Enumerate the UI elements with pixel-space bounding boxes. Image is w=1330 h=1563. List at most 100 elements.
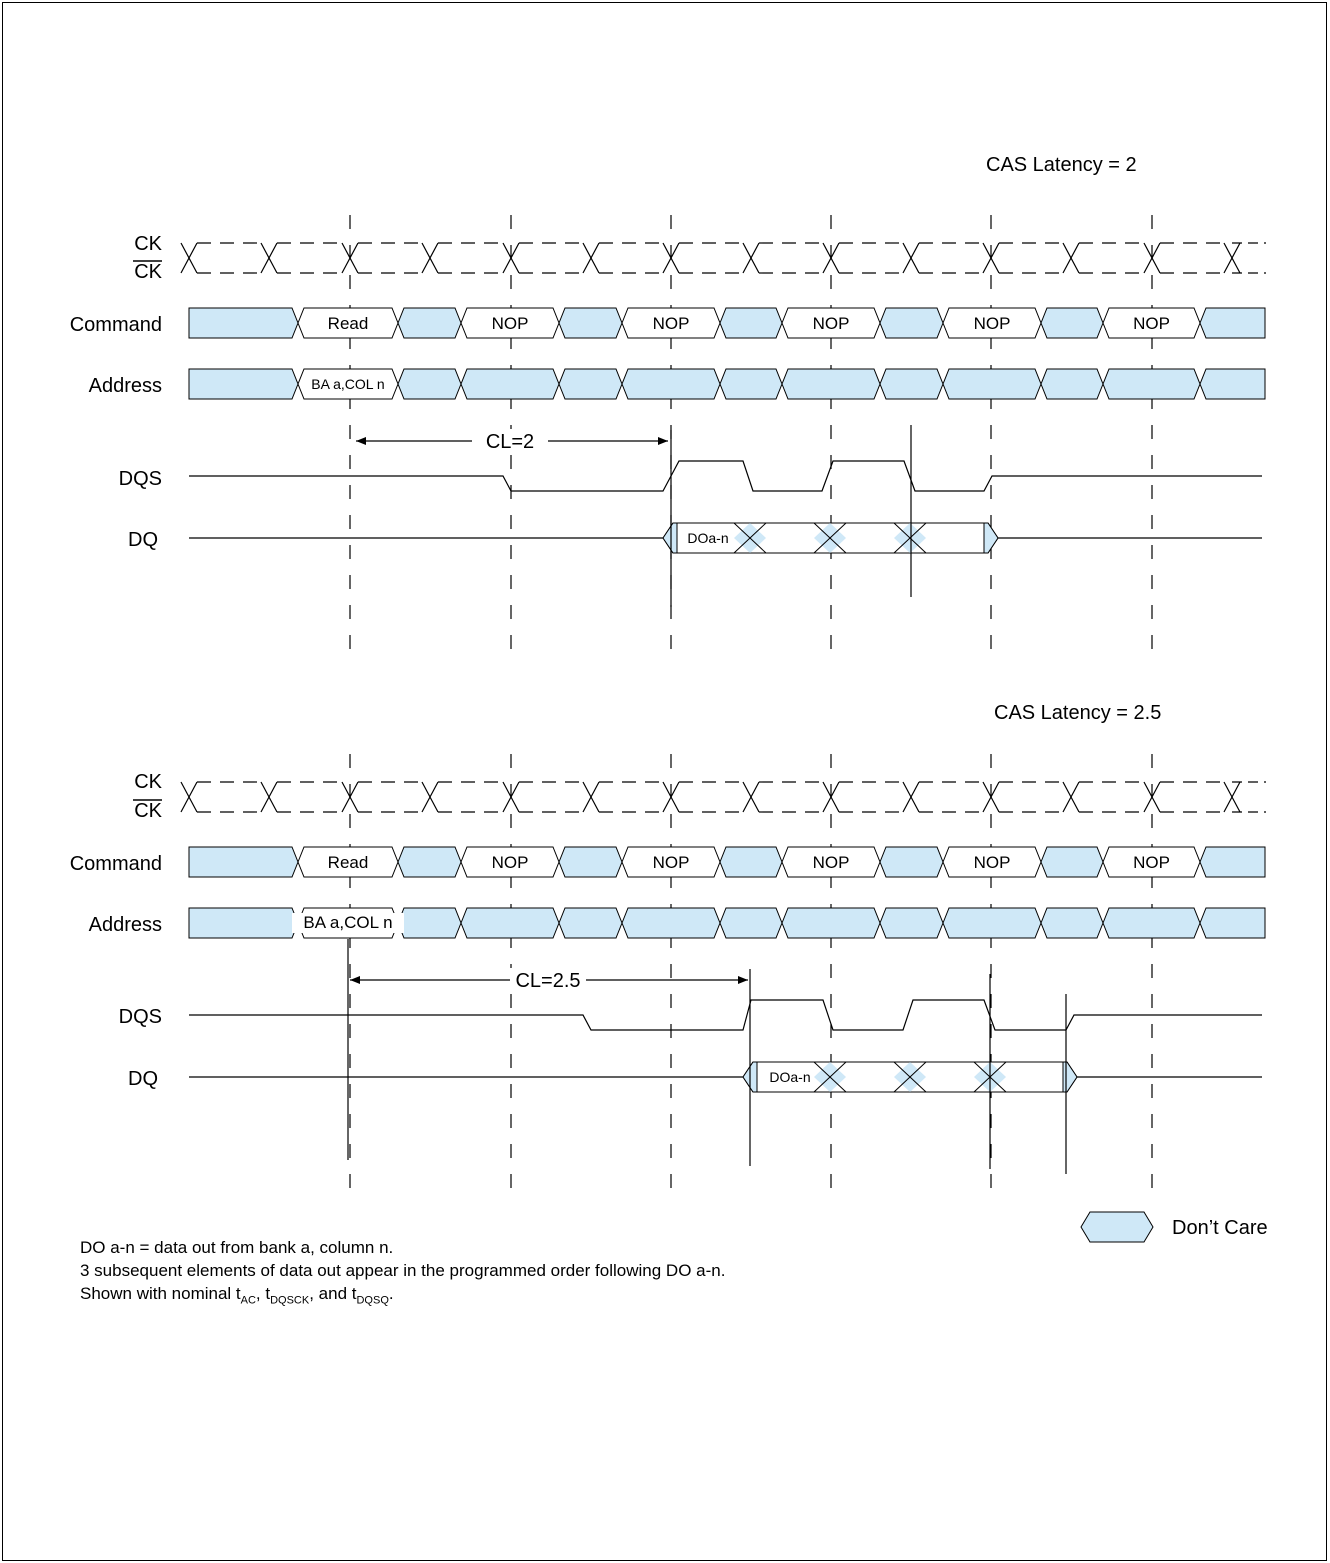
p1-address-cell-10 (1040, 907, 1104, 939)
p0-address-cell-0 (188, 368, 299, 400)
p1-command-cell-8 (879, 846, 944, 878)
p1-ck-edge-b-8 (822, 781, 840, 813)
p0-command-cell-6 (719, 307, 783, 339)
note-line-3-mid1: , t (255, 1284, 271, 1303)
p0-command-label-4: NOP (974, 314, 1011, 333)
p1-ck-edge-b-10 (982, 781, 1000, 813)
note-line-3-suffix: . (388, 1284, 394, 1303)
p1-address-cell-7 (781, 907, 881, 939)
panel-2-address-label: Address (89, 914, 162, 936)
p0-address-cell-9 (942, 368, 1042, 400)
p0-command-cell-12 (1199, 307, 1266, 339)
note-sub-ac: AC (240, 1294, 256, 1307)
note-sub-dqsck: DQSCK (270, 1294, 310, 1307)
p0-command-cell-2 (397, 307, 462, 339)
note-line-1: DO a-n = data out from bank a, column n. (80, 1238, 394, 1257)
p1-address-cell-4 (558, 907, 623, 939)
note-sub-dqsq: DQSQ (356, 1294, 389, 1307)
p0-address-cell-2 (397, 368, 462, 400)
p0-command-label-1: NOP (492, 314, 529, 333)
p1-ck-edge-b-4 (502, 781, 520, 813)
p0-cl-label-bg (472, 429, 548, 453)
legend-dont-care-label: Don’t Care (1172, 1217, 1268, 1239)
p0-address-value: BA a,COL n (311, 376, 384, 392)
p0-ck-edge-b-10 (982, 242, 1000, 274)
p1-ck-edge-b-7 (742, 781, 760, 813)
p0-dq-lead-dontcare (662, 522, 678, 554)
p0-command-label-3: NOP (813, 314, 850, 333)
p0-cl-label: CL=2 (486, 431, 534, 453)
p1-address-cell-9 (942, 907, 1042, 939)
note-line-2: 3 subsequent elements of data out appear… (80, 1261, 726, 1280)
p0-address-cell-5 (621, 368, 721, 400)
panel-2-ck-label: CK (134, 771, 162, 793)
p0-ck-edge-b-5 (582, 242, 600, 274)
p1-ck-edge-b-5 (582, 781, 600, 813)
p1-address-cell-0 (188, 907, 299, 939)
p1-ck-edge-b-12 (1143, 781, 1161, 813)
p0-ck-edge-b-7 (742, 242, 760, 274)
p1-address-cell-5 (621, 907, 721, 939)
panel-1-ck-label: CK (134, 233, 162, 255)
p1-command-label-2: NOP (653, 853, 690, 872)
p1-address-value-bg (292, 913, 404, 933)
p1-ck-edge-b-1 (260, 781, 278, 813)
p1-dq-label: DOa-n (769, 1069, 810, 1085)
p1-cl-arrow-left (350, 976, 360, 984)
p0-ck-edge-b-4 (502, 242, 520, 274)
p1-address-cell-12 (1199, 907, 1266, 939)
p0-dq-transition-b-0 (733, 522, 767, 554)
panel-1-address-label: Address (89, 375, 162, 397)
p1-dq-transition-b-1 (893, 1061, 927, 1093)
p1-command-label-5: NOP (1133, 853, 1170, 872)
p1-command-cell-0 (188, 846, 299, 878)
panel-2-title: CAS Latency = 2.5 (994, 702, 1161, 724)
p1-address-cell-2 (397, 907, 462, 939)
panel-1-ckbar-label: CK (134, 261, 162, 283)
p0-ck-edge-b-13 (1223, 242, 1241, 274)
panel-1-dqs-label: DQS (119, 468, 162, 490)
p0-ck-edge-b-9 (902, 242, 920, 274)
p0-ck-edge-b-8 (822, 242, 840, 274)
p0-dqs-wave (189, 460, 1262, 492)
p1-command-cell-6 (719, 846, 783, 878)
p0-address-cell-7 (781, 368, 881, 400)
p0-command-cell-0 (188, 307, 299, 339)
p0-address-cell-11 (1102, 368, 1201, 400)
p0-address-cell-10 (1040, 368, 1104, 400)
panel-2-dq-label: DQ (128, 1068, 158, 1090)
p0-dq-label: DOa-n (687, 530, 728, 546)
p1-address-value: BA a,COL n (303, 913, 392, 932)
p0-address-cell-3 (460, 368, 560, 400)
p0-command-label-0: Read (328, 314, 369, 333)
legend-dont-care-swatch (1080, 1211, 1154, 1243)
p0-cl-arrow-right (658, 437, 668, 445)
p1-command-cell-10 (1040, 846, 1104, 878)
p1-command-label-0: Read (328, 853, 369, 872)
p0-address-cell-12 (1199, 368, 1266, 400)
p1-command-cell-2 (397, 846, 462, 878)
p1-dqs-wave (189, 999, 1262, 1031)
p0-ck-edge-b-11 (1062, 242, 1080, 274)
p1-command-cell-4 (558, 846, 623, 878)
panel-2-command-label: Command (70, 853, 162, 875)
p0-address-cell-6 (719, 368, 783, 400)
p1-ck-edge-b-0 (180, 781, 198, 813)
p0-command-label-2: NOP (653, 314, 690, 333)
p1-dq-tail-dontcare (1062, 1061, 1078, 1093)
p1-dq-transition-b-0 (813, 1061, 847, 1093)
p1-address-cell-11 (1102, 907, 1201, 939)
p1-ck-edge-b-13 (1223, 781, 1241, 813)
p1-ck-edge-b-9 (902, 781, 920, 813)
p0-dq-transition-b-2 (893, 522, 927, 554)
p1-cl-arrow-right (738, 976, 748, 984)
p0-command-cell-10 (1040, 307, 1104, 339)
p0-ck-edge-b-12 (1143, 242, 1161, 274)
p1-ck-edge-b-2 (341, 781, 359, 813)
panel-2-dqs-label: DQS (119, 1006, 162, 1028)
p1-command-label-3: NOP (813, 853, 850, 872)
p1-cl-label: CL=2.5 (515, 970, 580, 992)
note-line-3-mid2: , and t (309, 1284, 357, 1303)
p0-command-cell-4 (558, 307, 623, 339)
